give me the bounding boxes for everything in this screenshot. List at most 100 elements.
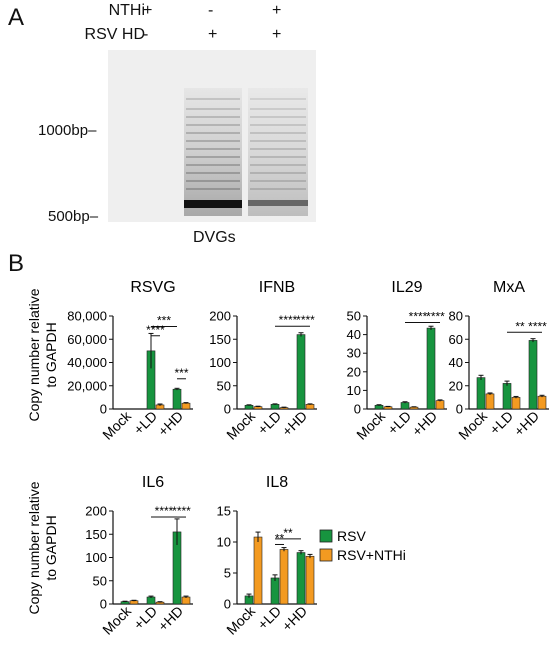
gel-band	[250, 180, 306, 182]
y-tick-label: 150	[209, 332, 231, 347]
y-tick-label: 20,000	[67, 378, 107, 393]
svg-text:to GAPDH: to GAPDH	[43, 515, 59, 580]
gel-band	[250, 188, 306, 190]
svg-text:Copy number relative: Copy number relative	[26, 288, 42, 421]
y-tick-label: 150	[85, 527, 107, 542]
y-tick-label: 50	[217, 378, 231, 393]
bar-rsv-nthi-ld	[511, 397, 521, 410]
chart-rsvg: RSVG020,00040,00060,00080,000Mock+LD+HD*…	[67, 279, 193, 443]
bar-rsv-nthi-mock	[485, 393, 495, 410]
legend-rsv-swatch	[319, 529, 333, 543]
chart-title: IL6	[142, 474, 164, 491]
ylabel-bottom: Copy number relative to GAPDH	[26, 481, 59, 614]
sig-stars: **	[275, 531, 285, 545]
gel-caption: DVGs	[193, 229, 236, 246]
ladder-500bp: 500bp–	[48, 208, 99, 225]
y-tick-label: 200	[85, 504, 107, 519]
sig-stars: **	[515, 319, 525, 333]
bar-rsv-nthi-hd	[537, 395, 547, 410]
gel-band	[186, 140, 240, 142]
sig-stars: ****	[296, 313, 315, 327]
gel-band	[186, 116, 240, 118]
y-tick-label: 15	[217, 504, 231, 519]
sig-stars: ****	[426, 310, 445, 324]
panel-a-letter: A	[8, 4, 25, 31]
category-label: +HD	[279, 408, 310, 439]
gel-band	[250, 108, 306, 110]
gel-band	[186, 148, 240, 150]
gel-band	[250, 172, 306, 174]
gel-band	[186, 132, 240, 134]
sig-stars: ****	[528, 319, 547, 333]
y-tick-label: 40	[449, 355, 463, 370]
lane-3-bands	[250, 98, 306, 190]
gel-band	[186, 108, 240, 110]
gel-band	[186, 180, 240, 182]
svg-text:Copy number relative: Copy number relative	[26, 481, 42, 614]
gel-band	[250, 148, 306, 150]
y-tick-label: 0	[100, 402, 107, 417]
y-tick-label: 5	[224, 566, 231, 581]
y-tick-label: 50	[93, 573, 107, 588]
gel-band	[250, 140, 306, 142]
lane-2-smear	[184, 88, 242, 216]
y-tick-label: 40	[347, 327, 361, 342]
bar-rsv-nthi-hd	[305, 555, 315, 605]
bar-rsv-nthi-mock	[253, 536, 263, 605]
lane-3-smear	[248, 88, 308, 216]
gel-band	[186, 124, 240, 126]
rsv-hd-mark-2: +	[208, 26, 218, 43]
sig-stars: ***	[157, 313, 171, 327]
category-label: +LD	[254, 603, 284, 633]
y-tick-label: 100	[85, 550, 107, 565]
gel-band	[250, 164, 306, 166]
y-tick-label: 0	[224, 402, 231, 417]
nthi-mark-3: +	[272, 2, 282, 19]
bar-rsv-hd	[296, 334, 306, 410]
y-tick-label: 0	[354, 402, 361, 417]
y-tick-label: 10	[217, 535, 231, 550]
bar-rsv-mock	[476, 377, 486, 410]
category-label: +HD	[279, 603, 310, 634]
y-tick-label: 20	[347, 364, 361, 379]
chart-title: IFNB	[259, 279, 295, 296]
category-label: +LD	[254, 408, 284, 438]
nthi-mark-2: -	[208, 2, 214, 19]
bar-rsv-hd	[172, 388, 182, 410]
rsv-hd-label: RSV HD	[84, 26, 145, 43]
bar-rsv-nthi-hd	[435, 400, 445, 410]
category-label: +LD	[130, 408, 160, 438]
category-label: +HD	[155, 408, 186, 439]
rsv-hd-mark-3: +	[272, 26, 282, 43]
y-tick-label: 0	[456, 402, 463, 417]
ylabel-top: Copy number relative to GAPDH	[26, 288, 59, 421]
y-tick-label: 60	[449, 332, 463, 347]
bar-rsv-nthi-hd	[305, 404, 315, 410]
lane-2-main-band	[184, 200, 242, 208]
gel-band	[186, 172, 240, 174]
chart-title: RSVG	[130, 279, 175, 296]
ladder-1000bp: 1000bp–	[38, 122, 97, 139]
gel-image	[108, 50, 316, 222]
gel-band	[250, 98, 306, 100]
y-tick-label: 10	[347, 383, 361, 398]
bar-rsv-nthi-hd	[181, 402, 191, 410]
sig-stars: ****	[279, 313, 298, 327]
y-tick-label: 80	[449, 309, 463, 324]
y-tick-label: 40,000	[67, 355, 107, 370]
bar-rsv-hd	[426, 327, 436, 410]
legend-rsv-label: RSV	[337, 528, 366, 544]
rsv-hd-mark-1: -	[143, 26, 149, 43]
lane-2-bands	[186, 98, 240, 190]
bar-rsv-hd	[296, 552, 306, 605]
y-tick-label: 20	[449, 378, 463, 393]
sig-stars: ***	[174, 366, 188, 380]
legend-rsv-nthi-label: RSV+NTHi	[337, 547, 406, 563]
y-tick-label: 60,000	[67, 332, 107, 347]
y-tick-label: 100	[209, 355, 231, 370]
sig-stars: ****	[146, 323, 165, 337]
